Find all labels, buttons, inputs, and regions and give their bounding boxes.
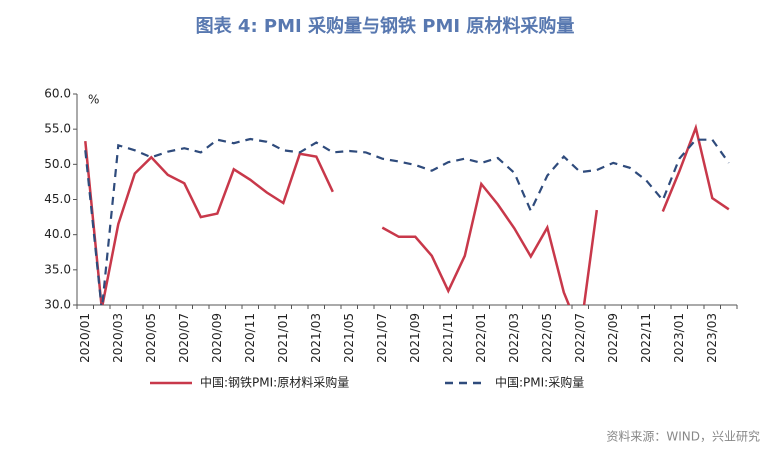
x-tick-label: 2020/03 (111, 313, 125, 363)
x-tick-label: 2023/03 (705, 313, 719, 363)
x-tick-label: 2020/09 (210, 313, 224, 363)
x-tick-label: 2022/05 (540, 313, 554, 363)
x-tick-label: 2022/07 (573, 313, 587, 363)
series-line (84, 137, 730, 305)
y-tick-label: 60.0 (44, 87, 71, 101)
series-line (84, 123, 730, 305)
x-tick-label: 2020/11 (243, 313, 257, 363)
x-tick-label: 2022/09 (606, 313, 620, 363)
x-tick-label: 2021/01 (276, 313, 290, 363)
x-tick-label: 2023/01 (672, 313, 686, 363)
x-tick-label: 2021/05 (342, 313, 356, 363)
x-tick-label: 2021/03 (309, 313, 323, 363)
y-tick-label: 30.0 (44, 298, 71, 312)
x-tick-label: 2022/11 (639, 313, 653, 363)
y-tick-label: 35.0 (44, 262, 71, 276)
chart-title: 图表 4: PMI 采购量与钢铁 PMI 原材料采购量 (196, 15, 575, 37)
x-tick-label: 2021/11 (441, 313, 455, 363)
x-tick-label: 2021/07 (375, 313, 389, 363)
x-tick-label: 2020/01 (78, 313, 92, 363)
source: 资料来源：WIND，兴业研究 (606, 429, 760, 444)
unit-label: % (88, 93, 99, 107)
x-tick-label: 2020/05 (144, 313, 158, 363)
legend-label: 中国:PMI:采购量 (495, 375, 584, 390)
y-tick-label: 40.0 (44, 227, 71, 241)
legend-label: 中国:钢铁PMI:原材料采购量 (200, 375, 349, 390)
y-tick-label: 50.0 (44, 157, 71, 171)
y-tick-label: 45.0 (44, 192, 71, 206)
x-tick-label: 2020/07 (177, 313, 191, 363)
x-tick-label: 2021/09 (408, 313, 422, 363)
y-tick-label: 55.0 (44, 122, 71, 136)
x-tick-label: 2022/03 (507, 313, 521, 363)
x-tick-label: 2022/01 (474, 313, 488, 363)
